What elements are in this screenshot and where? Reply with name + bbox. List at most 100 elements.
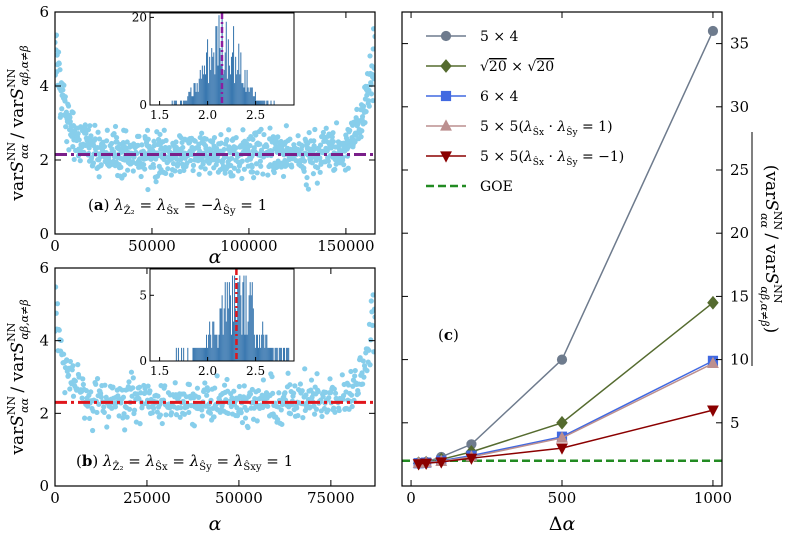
scatter-point <box>126 379 132 385</box>
histogram-bar <box>218 15 220 106</box>
legend-label: 5 × 5(λŜx · λŜy = 1) <box>480 119 613 138</box>
scatter-point <box>67 358 74 365</box>
histogram-bar <box>188 91 190 105</box>
histogram-bar <box>248 91 250 105</box>
histogram-bar <box>192 347 194 361</box>
scatter-point <box>348 392 355 398</box>
scatter-point <box>106 414 112 420</box>
scatter-point <box>239 158 245 164</box>
histogram-bar <box>222 334 224 361</box>
histogram-bar <box>220 308 222 361</box>
panel-a: 0 50000 100000 150000 0 2 4 6 α varSNNαα / varS… <box>5 3 376 268</box>
inset-histogram-b: 1.5 2.0 2.5 0 5 <box>139 268 295 378</box>
scatter-point <box>372 64 375 70</box>
histogram-bar <box>223 308 225 361</box>
scatter-point <box>118 164 124 170</box>
scatter-point <box>275 134 281 140</box>
scatter-point <box>55 49 62 55</box>
histogram-bar <box>207 347 209 361</box>
histogram-bar <box>214 74 216 105</box>
scatter-point <box>70 110 76 116</box>
histogram-bar <box>210 334 212 361</box>
scatter-point <box>87 123 93 129</box>
histogram-bar <box>194 83 196 105</box>
histogram-bar <box>254 347 256 361</box>
scatter-point <box>110 384 116 390</box>
histogram-bar <box>278 347 280 361</box>
histogram-bar <box>240 52 242 105</box>
scatter-point <box>199 130 205 136</box>
c-ytick-label: 10 <box>730 351 749 369</box>
scatter-point <box>123 128 129 134</box>
annotation-a: (a) λẐ₂ = λŜx = −λŜy = 1 <box>88 196 267 217</box>
scatter-point <box>287 382 293 388</box>
scatter-point <box>370 46 375 52</box>
histogram-bar <box>196 347 198 361</box>
histogram-bar <box>191 96 193 105</box>
scatter-point <box>361 374 367 380</box>
histogram-bar <box>223 69 225 105</box>
scatter-point <box>258 126 264 132</box>
scatter-point <box>245 424 251 431</box>
scatter-point <box>85 127 92 133</box>
scatter-point <box>104 127 110 133</box>
scatter-point <box>226 127 232 133</box>
scatter-point <box>96 136 103 142</box>
scatter-point <box>151 138 157 144</box>
scatter-point <box>166 145 172 151</box>
scatter-point <box>112 123 119 130</box>
scatter-point <box>323 125 329 131</box>
histogram-bar <box>180 100 182 105</box>
scatter-point <box>279 421 285 427</box>
histogram-bar <box>195 347 197 361</box>
scatter-point <box>303 182 309 188</box>
a-ytick-label: 2 <box>39 151 49 169</box>
histogram-bar <box>219 308 221 361</box>
histogram-bar <box>241 83 243 105</box>
histogram-bar <box>189 91 191 105</box>
scatter-point <box>61 82 67 88</box>
inset-xtick-label: 2.5 <box>246 364 265 378</box>
scatter-point <box>359 370 365 376</box>
histogram-bar <box>273 100 275 105</box>
xlabel-b: α <box>209 513 222 535</box>
scatter-point <box>163 137 169 144</box>
series-4 <box>412 356 719 468</box>
inset-frame-b <box>149 268 295 362</box>
series-point <box>707 25 719 37</box>
scatter-point <box>265 403 271 409</box>
scatter-point <box>168 172 174 178</box>
scatter-point <box>354 106 360 112</box>
scatter-point <box>177 168 183 175</box>
histogram-bar <box>245 275 247 361</box>
scatter-point <box>202 380 208 386</box>
histogram-bar <box>203 347 205 361</box>
series-point <box>420 458 433 470</box>
scatter-point <box>235 168 241 174</box>
histogram-bar <box>218 334 220 361</box>
histogram-bar <box>229 295 231 361</box>
scatter-point <box>305 186 312 192</box>
scatter-point <box>170 161 177 167</box>
scatter-point <box>261 131 267 138</box>
histogram-bar <box>187 96 189 105</box>
scatter-point <box>121 411 127 417</box>
scatter-point <box>173 139 179 145</box>
scatter-point <box>287 411 294 417</box>
scatter-point <box>167 405 173 411</box>
scatter-point <box>239 175 245 182</box>
series-point <box>707 295 719 310</box>
histogram-bar <box>258 100 260 105</box>
scatter-point <box>249 386 255 393</box>
scatter-point <box>192 138 198 144</box>
scatter-point <box>136 384 143 390</box>
scatter-point <box>297 381 303 387</box>
scatter-point <box>231 388 237 394</box>
histogram-bar <box>276 347 278 361</box>
scatter-point <box>315 165 321 171</box>
axes-frame-a <box>54 11 376 235</box>
scatter-point <box>88 133 94 139</box>
scatter-point <box>370 26 375 32</box>
scatter-point <box>345 165 351 171</box>
histogram-bar <box>239 275 241 361</box>
